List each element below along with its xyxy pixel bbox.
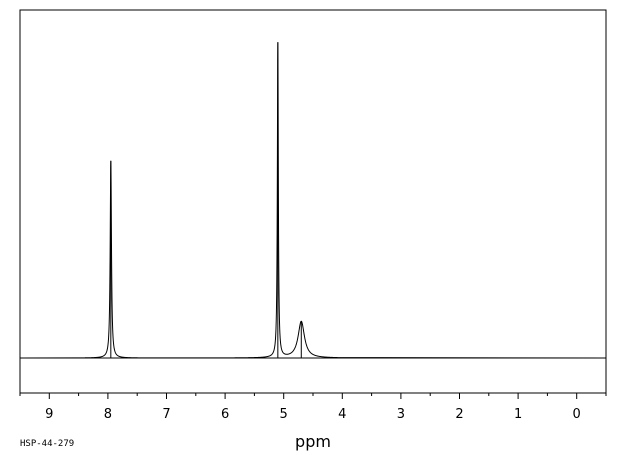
x-axis-tick-labels: 9 8 7 6 5 4 3 2 1 0 bbox=[45, 407, 581, 422]
spectrum-line bbox=[19, 42, 607, 359]
spectrum-id-label: HSP-44-279 bbox=[20, 439, 74, 449]
x-tick-label: 9 bbox=[45, 407, 53, 422]
x-tick-label: 5 bbox=[280, 407, 288, 422]
x-tick-label: 3 bbox=[397, 407, 405, 422]
x-tick-label: 1 bbox=[514, 407, 522, 422]
x-axis-label: ppm bbox=[295, 432, 331, 451]
x-tick-label: 6 bbox=[221, 407, 229, 422]
x-axis-ticks bbox=[19, 393, 607, 399]
x-tick-label: 4 bbox=[338, 407, 346, 422]
x-tick-label: 7 bbox=[162, 407, 170, 422]
plot-frame bbox=[19, 9, 607, 394]
x-tick-label: 8 bbox=[104, 407, 112, 422]
x-tick-label: 2 bbox=[455, 407, 463, 422]
x-tick-label: 0 bbox=[573, 407, 581, 422]
